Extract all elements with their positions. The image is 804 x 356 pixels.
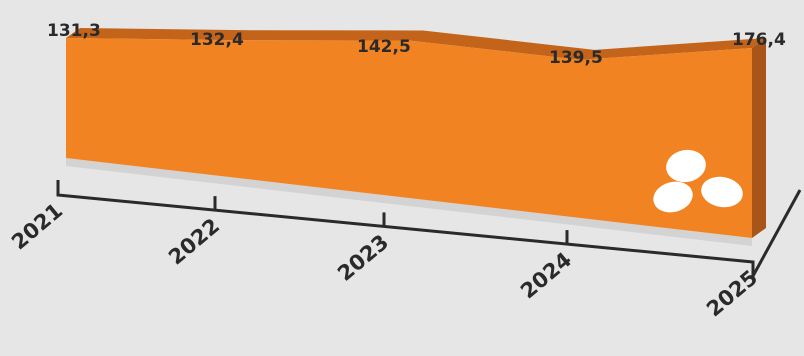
data-label-2023: 142,5 — [357, 37, 411, 57]
x-axis-line — [56, 180, 802, 277]
eggs-icon — [653, 149, 743, 213]
area-front-face — [66, 38, 752, 238]
x-tick-label-2023: 2023 — [333, 230, 393, 286]
area-shadow — [66, 158, 752, 246]
data-label-2021: 131,3 — [47, 21, 101, 41]
x-tick-label-2022: 2022 — [164, 214, 224, 270]
data-label-2022: 132,4 — [190, 30, 244, 50]
x-axis-ticks — [213, 196, 569, 245]
data-label-2024: 139,5 — [549, 48, 603, 68]
x-tick-label-2021: 2021 — [7, 198, 67, 254]
area-side-face — [752, 38, 766, 238]
x-tick-label-2024: 2024 — [516, 248, 576, 304]
area-top-face — [66, 28, 766, 60]
data-label-2025: 176,4 — [732, 30, 786, 50]
data-labels: 131,3 132,4 142,5 139,5 176,4 — [47, 21, 786, 68]
x-tick-label-2025: 2025 — [702, 265, 762, 321]
